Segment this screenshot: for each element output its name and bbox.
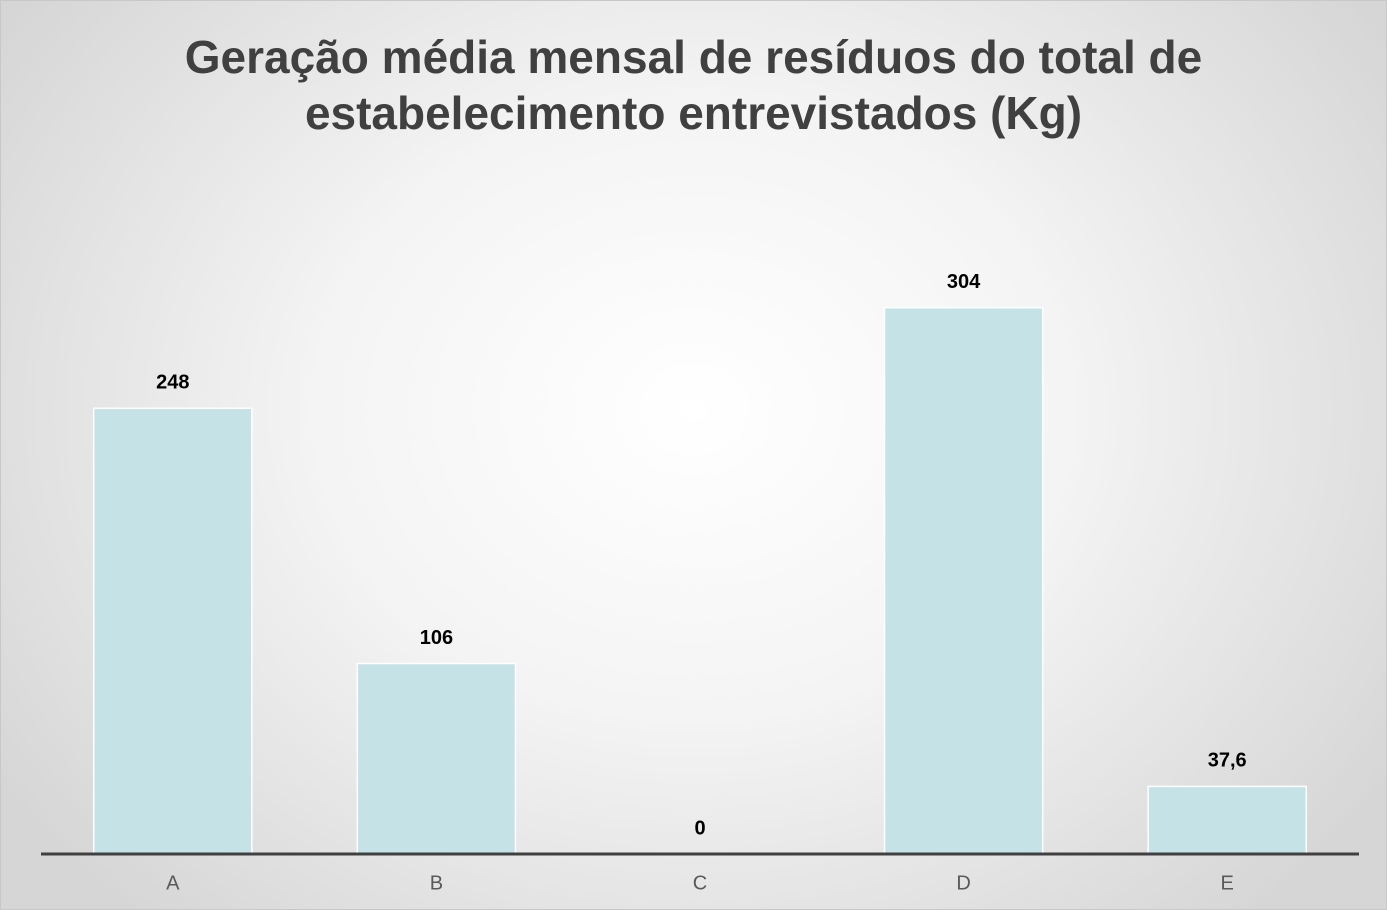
- value-label: 0: [694, 817, 705, 839]
- value-label: 304: [947, 271, 981, 293]
- chart-title: Geração média mensal de resíduos do tota…: [184, 31, 1203, 139]
- value-label: 37,6: [1208, 750, 1247, 772]
- bar: [883, 306, 1044, 855]
- x-tick-label: A: [166, 872, 180, 894]
- bar: [356, 662, 517, 855]
- x-tick-label: B: [430, 872, 443, 894]
- x-tick-label: C: [693, 872, 707, 894]
- value-label: 106: [420, 627, 453, 649]
- x-tick-label: D: [956, 872, 970, 894]
- bar: [1147, 785, 1308, 855]
- x-tick-label: E: [1221, 872, 1234, 894]
- value-label: 248: [156, 372, 189, 394]
- bar: [92, 407, 253, 855]
